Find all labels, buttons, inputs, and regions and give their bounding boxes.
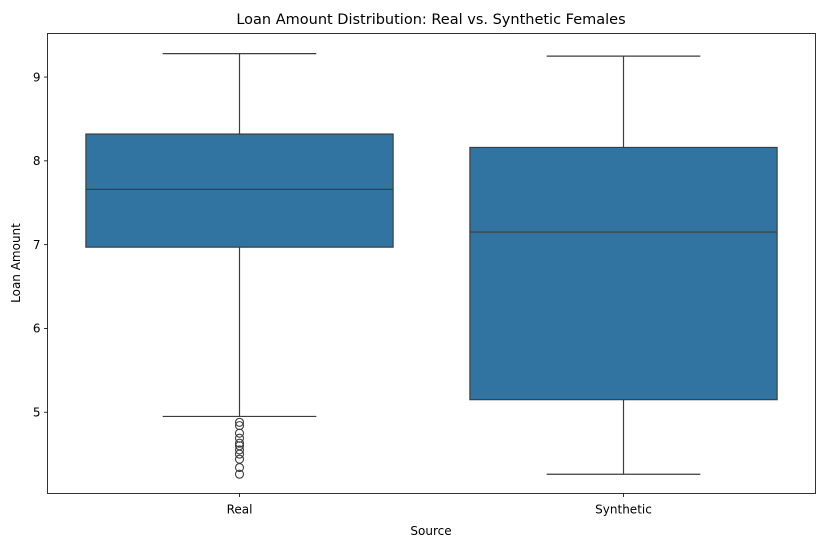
y-tick-label: 8 bbox=[33, 154, 41, 168]
y-tick-label: 6 bbox=[33, 322, 41, 336]
y-axis: 5 6 7 8 9 bbox=[33, 70, 48, 420]
box-group-synthetic bbox=[469, 55, 778, 475]
x-axis: Real Synthetic bbox=[227, 493, 652, 517]
iqr-box bbox=[469, 146, 778, 401]
chart-title: Loan Amount Distribution: Real vs. Synth… bbox=[236, 12, 625, 28]
y-tick-label: 5 bbox=[33, 406, 41, 420]
y-tick-label: 7 bbox=[33, 238, 41, 252]
outlier-point bbox=[234, 428, 245, 438]
box-group-real bbox=[85, 53, 394, 479]
axes-frame bbox=[47, 33, 816, 494]
plot-area bbox=[85, 53, 778, 479]
outlier-point bbox=[234, 449, 245, 459]
y-axis-label: Loan Amount bbox=[9, 223, 23, 303]
outlier-point bbox=[234, 417, 245, 427]
outlier-point bbox=[234, 438, 245, 448]
outlier-point bbox=[234, 445, 245, 455]
outlier-point bbox=[234, 462, 245, 473]
x-axis-label: Source bbox=[410, 524, 451, 538]
x-tick-label: Real bbox=[227, 503, 253, 517]
x-tick-label: Synthetic bbox=[595, 503, 652, 517]
iqr-box bbox=[85, 133, 394, 248]
y-tick-label: 9 bbox=[33, 70, 41, 84]
outlier-point bbox=[234, 469, 245, 479]
